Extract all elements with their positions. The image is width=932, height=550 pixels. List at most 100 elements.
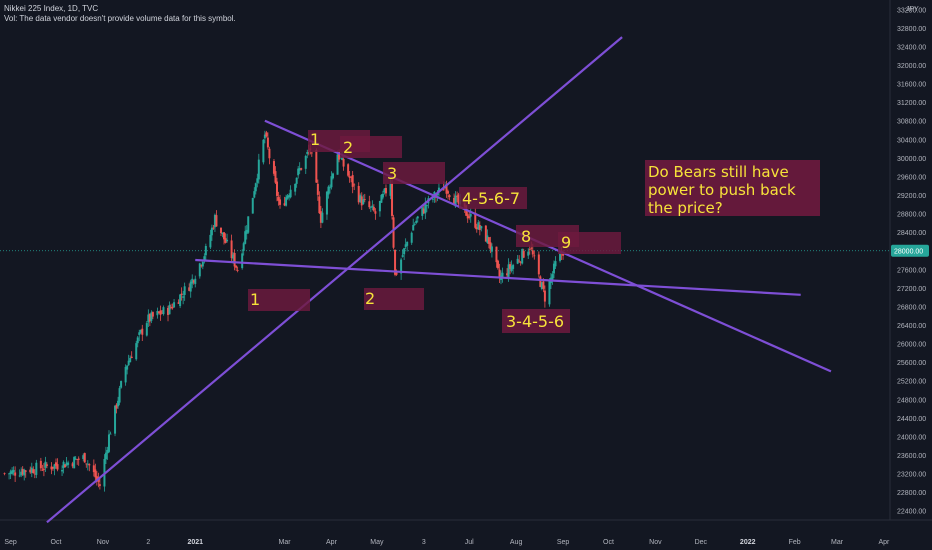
trough-box-1 (248, 289, 310, 311)
candle-body (521, 249, 524, 264)
candle-body (266, 137, 269, 148)
candle-body (486, 235, 489, 243)
candle-body (254, 183, 257, 192)
candle-body (554, 261, 557, 267)
candle-body (363, 199, 366, 200)
candle-body (477, 222, 480, 230)
time-tick-label: Nov (649, 539, 662, 546)
candle-body (106, 449, 109, 454)
candle-body (374, 211, 377, 214)
candle-body (118, 388, 121, 403)
peak-label-1: 1 (310, 130, 320, 149)
candle-body (11, 470, 14, 474)
candle-body (247, 216, 250, 233)
candle-body (295, 177, 298, 184)
candle-body (98, 484, 101, 486)
price-tick-label: 22400.00 (897, 509, 926, 516)
price-axis-panel[interactable] (890, 0, 932, 520)
candle-body (32, 469, 35, 474)
candle-body (39, 460, 42, 469)
candle-body (391, 183, 394, 216)
candle-body (171, 307, 174, 309)
candle-body (263, 134, 266, 139)
candles (3, 130, 565, 492)
candle-body (215, 215, 218, 227)
candle-body (268, 148, 271, 159)
candle-body (341, 156, 344, 160)
time-tick-label: Aug (510, 539, 523, 546)
price-tick-label: 32800.00 (897, 26, 926, 33)
candle-body (412, 225, 415, 231)
price-tick-label: 31200.00 (897, 100, 926, 107)
trendlines[interactable] (46, 36, 832, 524)
candle-body (495, 246, 498, 263)
candle-body (235, 265, 238, 268)
candle-body (306, 152, 309, 154)
candle-body (83, 453, 86, 463)
candle-body (272, 161, 275, 174)
trough-box-2 (364, 288, 424, 310)
time-tick-label: Mar (831, 539, 844, 546)
candle-body (331, 173, 334, 179)
candle-body (160, 312, 163, 314)
candle-body (403, 248, 406, 255)
price-tick-label: 26000.00 (897, 342, 926, 349)
candle-body (415, 220, 418, 223)
candle-body (33, 473, 36, 475)
time-axis-ticks[interactable]: Sep Oct Nov 2 2021 Mar Apr May 3 Jul Aug Sep Oct Nov D… (4, 539, 890, 546)
candle-body (350, 176, 353, 178)
candle-body (559, 252, 562, 261)
peak-label-4: 4-5-6-7 (462, 189, 520, 208)
candle-body (265, 132, 268, 137)
candle-body (357, 185, 360, 203)
candle-body (424, 203, 427, 214)
candle-body (489, 242, 492, 250)
candle-body (88, 464, 91, 466)
question-line-3: the price? (648, 199, 723, 217)
trendline[interactable] (195, 258, 801, 296)
candle-body (257, 159, 260, 180)
candle-body (445, 185, 448, 194)
chart-title: Nikkei 225 Index, 1D, TVC (4, 4, 99, 13)
peak-box-4 (459, 187, 527, 209)
candle-body (62, 461, 65, 468)
candle-body (126, 365, 129, 370)
price-tick-label: 26400.00 (897, 323, 926, 330)
candle-body (50, 466, 53, 470)
candle-body (95, 476, 98, 480)
candle-body (353, 184, 356, 186)
candle-body (453, 197, 456, 204)
candle-body (192, 280, 195, 283)
candle-body (148, 314, 151, 322)
candle-body (188, 287, 191, 291)
candle-body (168, 304, 171, 315)
candle-body (44, 461, 47, 468)
candle-body (315, 150, 318, 183)
candle-body (51, 466, 54, 469)
question-box (645, 160, 820, 216)
candle-body (362, 199, 365, 205)
candle-body (183, 286, 186, 295)
candle-body (540, 282, 543, 290)
time-tick-label: Jul (465, 539, 474, 546)
candle-body (548, 281, 551, 305)
time-tick-label: Nov (97, 539, 110, 546)
candle-body (53, 464, 56, 469)
candle-body (319, 211, 322, 223)
candle-body (3, 473, 6, 475)
candle-body (372, 207, 375, 211)
trendline[interactable] (46, 36, 623, 524)
price-tick-label: 33200.00 (897, 7, 926, 14)
candle-body (104, 452, 107, 460)
candle-body (285, 197, 288, 206)
candle-body (45, 464, 48, 466)
time-tick-label: May (370, 539, 384, 546)
candle-body (135, 343, 138, 360)
candle-body (74, 458, 77, 460)
candle-body (277, 197, 280, 201)
candle-body (351, 175, 354, 187)
price-tick-label: 24800.00 (897, 397, 926, 404)
candle-body (198, 263, 201, 277)
candle-body (224, 238, 227, 243)
